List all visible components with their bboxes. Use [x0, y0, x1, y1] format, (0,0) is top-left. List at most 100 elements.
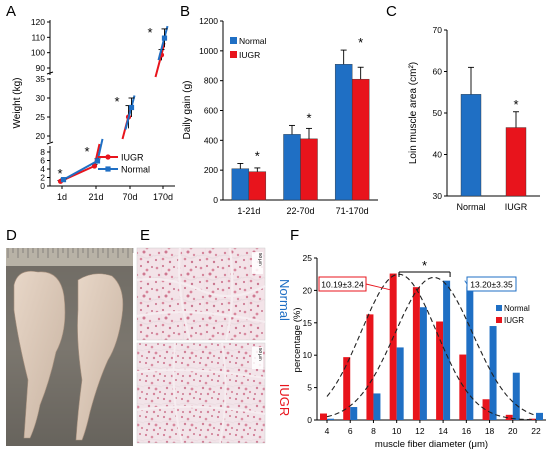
f-bar-iugr [529, 418, 536, 420]
c-bar-normal [460, 94, 482, 197]
a-significance-star: * [114, 94, 119, 109]
c-y-tick-label: 60 [433, 67, 443, 77]
f-x-tick-label: 4 [325, 426, 330, 436]
f-bar-normal [489, 326, 497, 420]
panel-b: 0 200 400 600 800 1000 1200 Daily gain (g) 1-21d… [182, 16, 378, 216]
scale-bar-box [252, 252, 263, 274]
panel-e: 50 μm 50 μm Normal IUGR [136, 247, 292, 444]
a-x-tick-label: 70d [122, 192, 137, 202]
f-bar-iugr [343, 357, 351, 420]
f-bar-normal [396, 347, 404, 420]
f-y-tick-label: 10 [303, 350, 313, 360]
f-y-tick-label: 15 [303, 318, 313, 328]
f-bar-normal [443, 280, 451, 420]
f-callout-normal-leader [464, 280, 468, 285]
histology-image-iugr [136, 342, 266, 444]
f-x-tick-label: 12 [415, 426, 425, 436]
b-y-axis-label: Daily gain (g) [182, 81, 193, 140]
f-callout-normal: 13.20±3.35 [470, 280, 513, 290]
panel-label-e: E [140, 227, 150, 244]
b-significance-star: * [255, 148, 260, 163]
b-y-tick-label: 1200 [199, 16, 218, 26]
a-y-tick-label: 2 [40, 173, 45, 183]
f-x-tick-label: 8 [371, 426, 376, 436]
b-legend-swatch [230, 37, 237, 44]
a-series-line-normal [124, 95, 136, 130]
panel-d-photo [6, 248, 134, 446]
a-point-normal [94, 158, 101, 164]
f-callout-iugr: 10.19±3.24 [321, 280, 364, 290]
f-x-tick-label: 22 [531, 426, 541, 436]
panel-f: 0 5 10 15 20 25 percentage (%) muscle fiber dia… [292, 253, 546, 450]
f-callout-iugr-leader [365, 283, 394, 291]
a-y-tick-label: 100 [31, 48, 45, 58]
b-y-tick-label: 0 [213, 195, 218, 205]
a-legend: IUGR Normal [98, 153, 150, 175]
panel-label-c: C [386, 3, 397, 20]
f-bar-normal [536, 412, 543, 420]
b-x-tick-label: 22-70d [286, 206, 314, 216]
c-significance-star: * [513, 97, 518, 112]
f-y-axis-label: percentage (%) [292, 308, 303, 373]
fascicle-boundary [224, 247, 234, 341]
f-bar-normal [373, 393, 381, 420]
f-x-tick-label: 20 [508, 426, 518, 436]
c-bar-iugr [505, 127, 527, 197]
a-axis-break [46, 71, 54, 75]
a-legend-label: IUGR [121, 153, 144, 163]
f-y-tick-label: 25 [303, 253, 313, 263]
fascicle-boundary [136, 405, 266, 415]
c-x-tick-label: IUGR [505, 202, 528, 212]
a-y-tick-label: 0 [40, 181, 45, 191]
label-iugr: IUGR [277, 384, 292, 417]
b-bar-iugr [351, 78, 370, 201]
f-bar-iugr [436, 321, 444, 420]
f-bar-normal [512, 372, 520, 420]
muscle-specimen-right [75, 273, 124, 441]
a-y-tick-label: 20 [36, 131, 46, 141]
b-legend-swatch [230, 51, 237, 58]
a-significance-star: * [147, 25, 152, 40]
b-bar-normal [334, 64, 353, 201]
f-legend: Normal IUGR [496, 304, 530, 325]
f-legend-swatch [496, 305, 502, 311]
a-point-normal [60, 177, 67, 183]
b-bar-iugr [248, 171, 267, 201]
f-x-tick-label: 18 [485, 426, 495, 436]
a-x-tick-label: 170d [153, 192, 173, 202]
a-y-tick-label: 8 [40, 147, 45, 157]
fascicle-boundary [136, 369, 266, 379]
a-point-normal [161, 35, 168, 41]
b-x-tick-label: 1-21d [237, 206, 260, 216]
f-x-tick-label: 16 [462, 426, 472, 436]
f-bar-iugr [389, 273, 397, 420]
b-y-tick-label: 200 [204, 165, 218, 175]
a-y-tick-label: 25 [36, 112, 46, 122]
fascicle-boundary [136, 311, 266, 324]
f-bar-iugr [505, 414, 513, 420]
f-y-tick-label: 0 [307, 415, 312, 425]
f-x-tick-label: 6 [348, 426, 353, 436]
a-point-normal [128, 104, 135, 111]
a-legend-label: Normal [121, 165, 150, 175]
b-y-tick-label: 400 [204, 135, 218, 145]
a-y-tick-label: 6 [40, 156, 45, 166]
a-y-tick-label: 35 [36, 74, 46, 84]
a-y-tick-label: 120 [31, 17, 45, 27]
b-x-tick-label: 71-170d [336, 206, 369, 216]
b-legend-label: IUGR [239, 50, 260, 60]
b-y-tick-label: 800 [204, 76, 218, 86]
f-fit-curve-normal [326, 276, 537, 418]
b-significance-star: * [306, 110, 311, 125]
b-y-tick-label: 600 [204, 106, 218, 116]
b-bar-normal [283, 134, 301, 201]
f-bar-iugr [320, 413, 327, 420]
panel-label-a: A [6, 3, 16, 20]
b-bar-normal [231, 168, 250, 201]
panel-label-d: D [6, 227, 17, 244]
panel-c: 30 40 50 60 70 Loin muscle area (cm²) Normal IU… [408, 25, 540, 212]
a-x-tick-label: 1d [57, 192, 67, 202]
b-y-tick-label: 1000 [199, 46, 218, 56]
a-y-tick-label: 4 [40, 164, 45, 174]
